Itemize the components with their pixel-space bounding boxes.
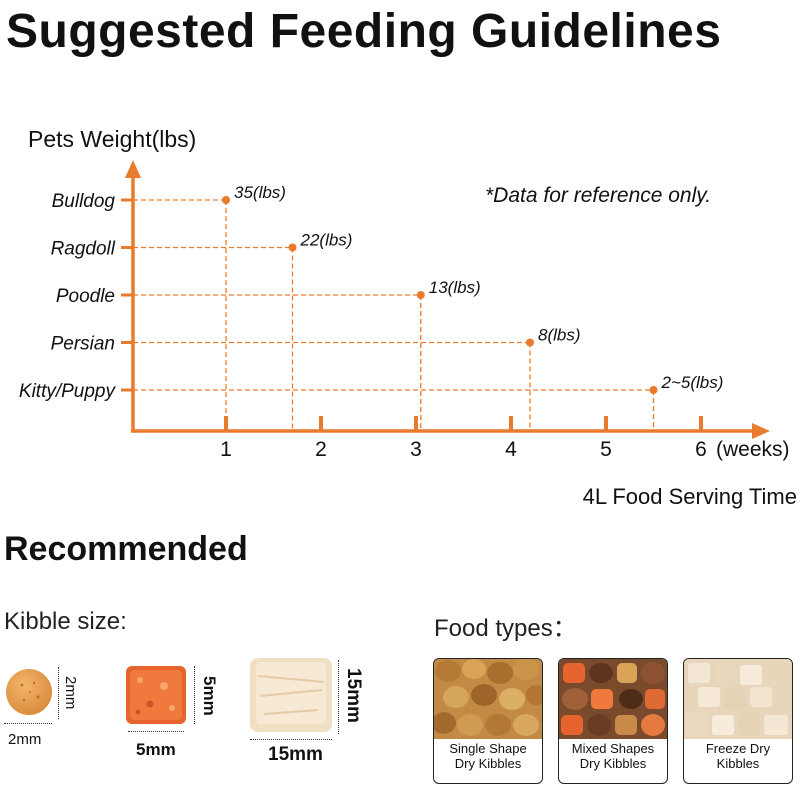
x-tick-label-2: 2 [315,438,327,461]
chart-axes: Pets Weight(lbs) 4L Food Serving Time (w… [28,126,797,509]
pet-label-kitty-puppy: Kitty/Puppy [19,381,117,402]
food-types-label: Food types： [434,615,577,642]
feeding-chart: Pets Weight(lbs) 4L Food Serving Time (w… [19,126,797,509]
orange-kibble-height-line [194,666,195,724]
round-kibble-height: 2mm [62,676,79,710]
y-axis-label: Pets Weight(lbs) [28,126,196,152]
orange-kibble-height: 5mm [200,676,219,716]
kibble-size-label: Kibble size: [4,608,127,635]
value-label-kitty-puppy: 2~5(lbs) [661,373,724,392]
cube-width-line [250,739,332,740]
x-tick-label-3: 3 [410,438,422,461]
cube-width: 15mm [268,744,323,765]
cube-height-line [338,660,339,734]
recommended-title: Recommended [4,530,248,568]
pet-label-ragdoll: Ragdoll [51,239,116,260]
round-kibble-image [6,669,52,715]
x-axis-unit: (weeks) [716,438,790,461]
reference-note: *Data for reference only. [485,184,711,207]
pet-label-poodle: Poodle [56,286,115,307]
pet-label-bulldog: Bulldog [52,191,116,212]
round-kibble-width: 2mm [8,731,42,748]
mixed-shapes-caption: Mixed Shapes Dry Kibbles [571,741,655,771]
x-axis-label: 4L Food Serving Time [583,484,797,509]
food-card-mixed-shapes: Mixed Shapes Dry Kibbles [558,658,668,784]
x-tick-label-4: 4 [505,438,517,461]
page-title: Suggested Feeding Guidelines [6,5,722,58]
mixed-shapes-kibbles-photo [559,659,667,739]
x-axis-arrow [752,423,770,439]
round-kibble-width-line [4,723,52,724]
freeze-dry-cube-image [250,658,332,732]
x-tick-label-1: 1 [220,438,232,461]
orange-kibble-width: 5mm [136,740,176,759]
freeze-dry-kibbles-photo [684,659,792,739]
pet-label-persian: Persian [51,334,115,355]
y-axis-arrow [125,160,141,178]
freeze-dry-caption: Freeze Dry Kibbles [705,741,771,771]
food-card-single-shape: Single Shape Dry Kibbles [433,658,543,784]
orange-kibble-width-line [128,731,184,732]
cube-height: 15mm [343,668,364,723]
data-point-bulldog [222,196,230,204]
data-point-kitty-puppy [649,386,658,394]
round-kibble-height-line [58,667,59,719]
orange-square-kibble-image [126,666,186,724]
value-label-ragdoll: 22(lbs) [300,231,353,250]
data-point-poodle [416,291,425,299]
value-label-bulldog: 35(lbs) [234,183,286,202]
single-shape-caption: Single Shape Dry Kibbles [449,741,527,771]
x-tick-label-5: 5 [600,438,612,461]
data-point-ragdoll [288,243,297,252]
single-shape-kibbles-photo [434,659,542,739]
value-label-persian: 8(lbs) [538,326,581,345]
data-point-persian [526,338,534,347]
value-label-poodle: 13(lbs) [429,278,481,297]
x-tick-label-6: 6 [695,438,707,461]
food-card-freeze-dry: Freeze Dry Kibbles [683,658,793,784]
